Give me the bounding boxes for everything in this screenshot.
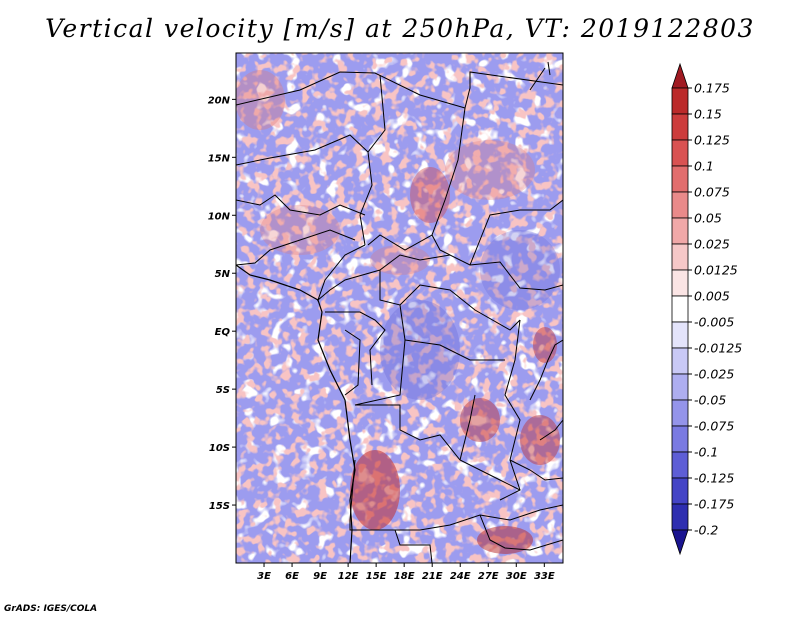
colorbar-cell — [671, 139, 689, 167]
colorbar-cell — [671, 243, 689, 271]
colorbar-cell — [671, 62, 689, 89]
lon-tick-label: 12E — [338, 571, 359, 582]
colorbar-label: 0.0125 — [694, 263, 738, 278]
lat-tick-label: 15S — [209, 501, 230, 512]
colorbar-cell — [671, 321, 689, 349]
colorbar-cell — [671, 295, 689, 323]
lat-tick-label: EQ — [215, 327, 231, 338]
colorbar-label: -0.0125 — [694, 341, 742, 356]
colorbar-cell — [671, 269, 689, 297]
lon-tick-label: 21E — [422, 571, 443, 582]
colorbar-label: 0.15 — [694, 107, 722, 122]
colorbar-cell — [671, 373, 689, 401]
colorbar-label: -0.075 — [694, 419, 734, 434]
colorbar-label: -0.05 — [694, 393, 726, 408]
lon-tick-label: 27E — [478, 571, 499, 582]
colorbar-label: 0.1 — [694, 159, 714, 174]
colorbar-label: -0.025 — [694, 367, 734, 382]
lon-tick-label: 3E — [257, 571, 271, 582]
coastline — [236, 264, 356, 563]
lon-tick-label: 18E — [394, 571, 415, 582]
colorbar-label: 0.025 — [694, 237, 730, 252]
lat-tick-label: 10S — [209, 443, 230, 454]
velocity-field — [236, 53, 563, 563]
lat-tick-label: 20N — [208, 95, 231, 106]
plot-title: Vertical velocity [m/s] at 250hPa, VT: 2… — [45, 14, 755, 43]
lat-tick-label: 15N — [208, 153, 231, 164]
lon-tick-label: 24E — [450, 571, 471, 582]
colorbar-cell — [671, 217, 689, 245]
colorbar-cell — [671, 87, 689, 115]
country-borders — [236, 61, 563, 563]
colorbar-label: 0.125 — [694, 133, 730, 148]
lon-tick-label: 15E — [366, 571, 387, 582]
colorbar-label: 0.005 — [694, 289, 730, 304]
colorbar-label: -0.1 — [694, 445, 718, 460]
colorbar-label: 0.175 — [694, 81, 730, 96]
lat-tick-label: 10N — [208, 211, 231, 222]
colorbar-label: -0.125 — [694, 471, 734, 486]
colorbar-cell — [671, 347, 689, 375]
colorbar-cell — [671, 113, 689, 141]
colorbar-cell — [671, 425, 689, 453]
lat-tick-label: 5N — [215, 269, 231, 280]
colorbar-label: 0.075 — [694, 185, 730, 200]
map-frame — [235, 52, 564, 564]
lon-tick-label: 33E — [534, 571, 555, 582]
lon-tick-label: 6E — [285, 571, 299, 582]
colorbar-cell — [671, 529, 689, 556]
colorbar-label: 0.05 — [694, 211, 722, 226]
lon-tick-label: 30E — [506, 571, 527, 582]
colorbar-cell — [671, 503, 689, 531]
lon-tick-label: 9E — [313, 571, 327, 582]
colorbar-label: -0.175 — [694, 497, 734, 512]
colorbar-cell — [671, 191, 689, 219]
latitude-axis: 20N 15N 10N 5N EQ 5S 10S 15S — [208, 95, 236, 512]
colorbar-cell — [671, 451, 689, 479]
colorbar-label: -0.2 — [694, 523, 718, 538]
longitude-axis: 3E 6E 9E 12E 15E 18E 21E 24E 27E 30E 33E — [257, 563, 555, 582]
colorbar-cell — [671, 477, 689, 505]
lat-tick-label: 5S — [216, 385, 230, 396]
credit-label: GrADS: IGES/COLA — [4, 604, 98, 614]
colorbar-cell — [671, 165, 689, 193]
colorbar-cell — [671, 399, 689, 427]
colorbar-label: -0.005 — [694, 315, 734, 330]
